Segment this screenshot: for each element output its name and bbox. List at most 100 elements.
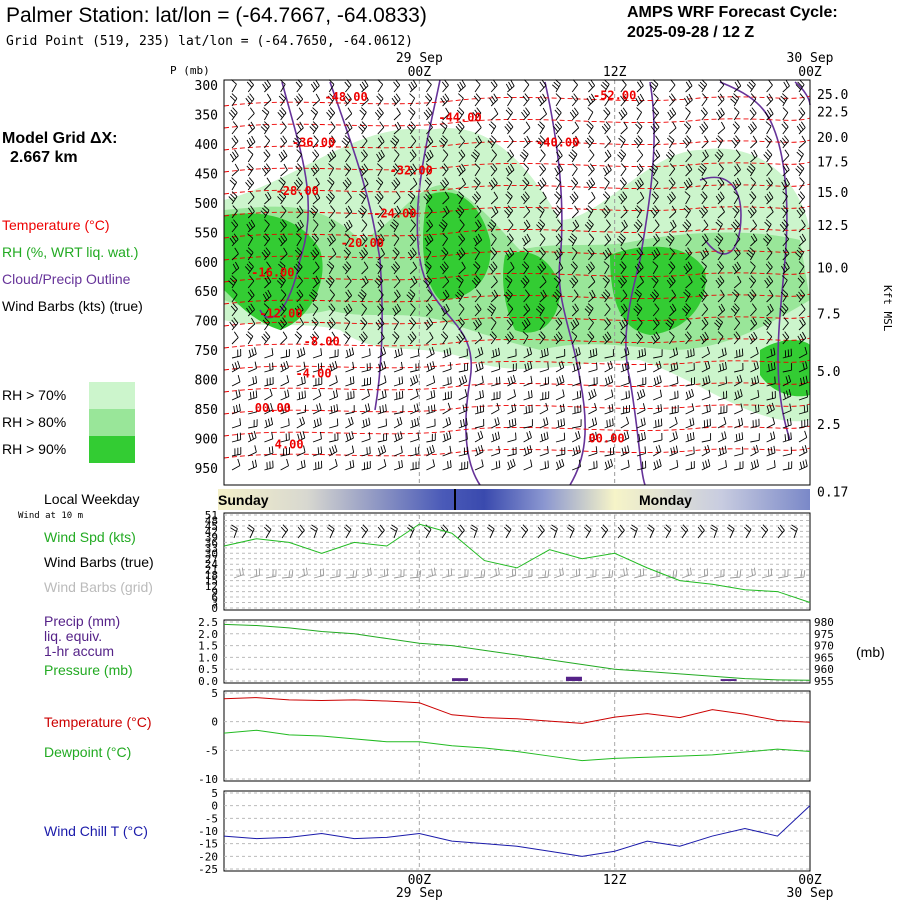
model-grid-label: Model Grid ΔX:: [2, 130, 118, 147]
pressure-tick-label: 955: [814, 675, 834, 688]
height-tick-label: 25.0: [817, 88, 848, 103]
height-tick-label: 17.5: [817, 156, 848, 171]
station-title: Palmer Station: lat/lon = (-64.7667, -64…: [6, 4, 427, 27]
wind-10m-label: Wind at 10 m: [18, 511, 83, 521]
wind-barb-flag: [429, 406, 430, 413]
wind-barb-flag: [289, 418, 290, 425]
precip-label-2: liq. equiv.: [44, 628, 102, 644]
wind-barb-flag: [370, 348, 371, 355]
wind-barb-flag: [499, 460, 500, 467]
rh80-swatch: [89, 409, 135, 436]
wind-barb-flag: [418, 349, 419, 356]
temperature-panel: 50-5-10 Temperature (°C) Dewpoint (°C): [44, 687, 810, 786]
wind-barb-flag: [370, 447, 371, 454]
wind-barb-flag: [367, 447, 368, 454]
top-date-label: 29 Sep: [396, 51, 443, 66]
panel-tick-label: -5: [205, 812, 218, 825]
height-tick-label: 22.5: [817, 106, 848, 121]
grid-point-label: Grid Point (519, 235) lat/lon = (-64.765…: [6, 34, 413, 49]
wind-barb-flag: [737, 350, 738, 357]
weekday-sunday: Sunday: [218, 492, 269, 508]
legend-rh80: RH > 80%: [2, 414, 66, 430]
pressure-tick-label: 500: [195, 197, 218, 212]
panel-tick-label: -10: [198, 825, 218, 838]
temp-ticks: 50-5-10: [198, 687, 218, 786]
pressure-tick-label: 350: [195, 108, 218, 123]
precip-label-1: Precip (mm): [44, 613, 120, 629]
wind-barb-flag: [658, 419, 659, 426]
pressure-tick-label: 450: [195, 167, 218, 182]
panel-tick-label: 5: [211, 787, 218, 800]
wind-barb-flag: [580, 390, 581, 397]
temperature-contour-label: 4.00: [275, 437, 304, 451]
temperature-contour-label: 00.00: [255, 401, 291, 415]
wind-barb-flag: [299, 392, 300, 399]
legend-wind: Wind Barbs (kts) (true): [2, 298, 143, 314]
wind-barb-flag: [321, 446, 322, 453]
bottom-date-label: 30 Sep: [787, 886, 834, 900]
pressure-label: Pressure (mb): [44, 662, 133, 678]
wind-barb-flag: [399, 377, 400, 384]
wind-barb-flag: [807, 405, 808, 412]
temperature-contour-label: -32.00: [390, 163, 433, 177]
pressure-tick-label: 800: [195, 374, 218, 389]
temperature-contour-label: -48.00: [324, 90, 367, 104]
legend-rh70: RH > 70%: [2, 387, 66, 403]
precip-bar: [452, 678, 468, 681]
height-tick-label: 2.5: [817, 418, 840, 433]
wind-barb-flag: [545, 461, 546, 468]
height-tick-label: 5.0: [817, 365, 840, 380]
temperature-contour-label: -20.00: [341, 236, 384, 250]
wind-barb-flag: [791, 432, 792, 439]
wind-barb-flag: [804, 405, 805, 412]
wind-barb-flag: [256, 390, 257, 397]
chill-ticks: 50-5-10-15-20-25: [198, 787, 218, 876]
panel-tick-label: -25: [198, 863, 218, 876]
wind-barb-flag: [656, 420, 657, 427]
wind-barb-flag: [785, 434, 786, 441]
rh70-swatch: [89, 382, 135, 409]
wind-barb-flag: [548, 461, 549, 468]
wind-barb-flag: [431, 405, 432, 412]
wind-barb-flag: [775, 377, 776, 384]
top-hour-label: 12Z: [603, 65, 627, 80]
wind-barb-flag: [273, 363, 274, 370]
legend-rh90: RH > 90%: [2, 441, 66, 457]
pressure-ticks: 3003504004505005506006507007508008509009…: [195, 79, 218, 477]
height-ticks: 25.022.520.017.515.012.510.07.55.02.50.1…: [817, 88, 848, 501]
wind-barb-flag: [337, 419, 338, 426]
temp-panel-label: Temperature (°C): [44, 714, 152, 730]
wind-barb-flag: [691, 349, 692, 356]
wind-barb-flag: [613, 418, 614, 425]
wind-barb-flag: [496, 461, 497, 468]
forecast-cycle-date: 2025-09-28 / 12 Z: [627, 24, 754, 41]
top-hour-label: 00Z: [798, 65, 822, 80]
wind-barb-flag: [577, 391, 578, 398]
pressure-tick-label: 300: [195, 79, 218, 94]
wind-barb-flag: [270, 363, 271, 370]
wind-spd-label: Wind Spd (kts): [44, 529, 136, 545]
panel-tick-label: 5: [211, 687, 218, 700]
temperature-contour-label: -12.00: [259, 307, 302, 321]
pressure-tick-label: 900: [195, 433, 218, 448]
temperature-contour-label: -8.00: [304, 334, 340, 348]
windchill-label: Wind Chill T (°C): [44, 823, 148, 839]
pressure-tick-label: 700: [195, 315, 218, 330]
height-tick-label: 15.0: [817, 186, 848, 201]
top-date-label: 30 Sep: [787, 51, 834, 66]
wind-barb-flag: [788, 433, 789, 440]
legend-cloud: Cloud/Precip Outline: [2, 271, 131, 287]
wind-barb-flag: [448, 377, 449, 384]
panel-tick-label: 0: [211, 800, 218, 813]
wind-barb-flag: [467, 432, 468, 439]
bottom-date-label: 29 Sep: [396, 886, 443, 900]
windchill-panel: 50-5-10-15-20-25 Wind Chill T (°C): [44, 787, 810, 876]
temperature-contour-label: -52.00: [593, 89, 636, 103]
pressure-tick-label: 550: [195, 226, 218, 241]
weekday-title: Local Weekday: [44, 491, 139, 507]
pressure-tick-label: 950: [195, 462, 218, 477]
top-hour-label: 00Z: [408, 65, 432, 80]
